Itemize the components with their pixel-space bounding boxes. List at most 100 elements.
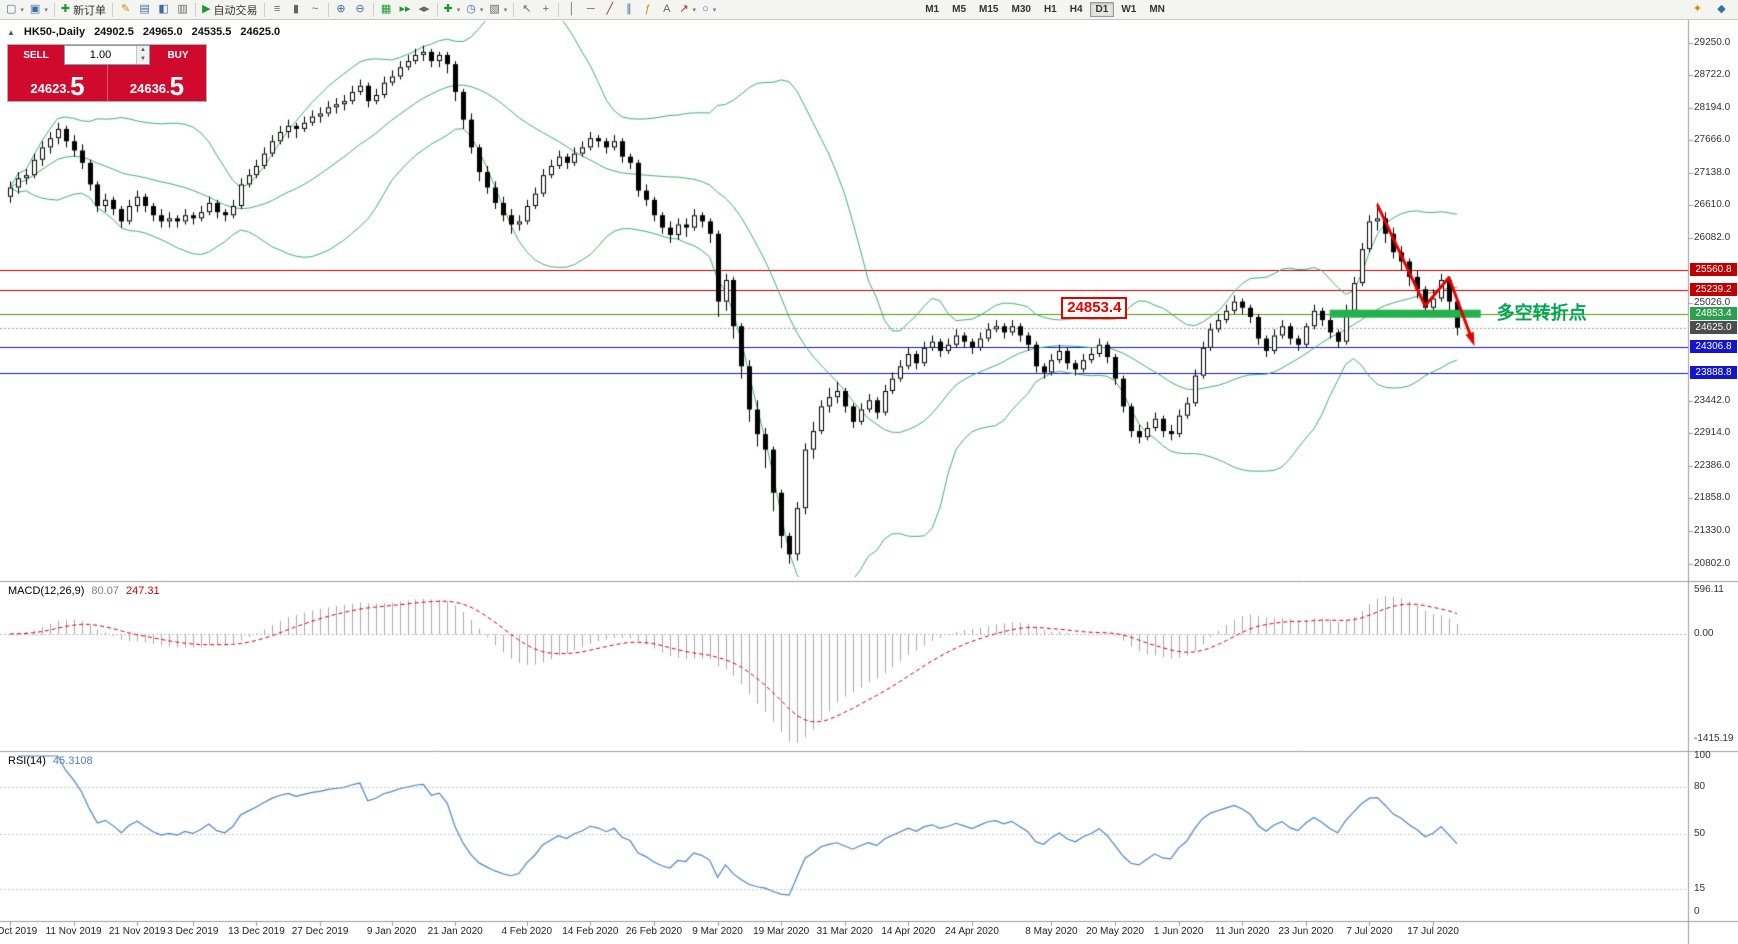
timeframe-button-D1[interactable]: D1 bbox=[1089, 2, 1115, 17]
volume-field[interactable]: 1.00 ▲ ▼ bbox=[64, 45, 150, 65]
price-axis-tick: 21330.0 bbox=[1694, 524, 1731, 536]
help-button[interactable]: ◆ bbox=[1712, 1, 1731, 18]
market-watch-button[interactable]: ▤ bbox=[135, 1, 154, 18]
templates-icon: ▧ bbox=[489, 3, 500, 15]
time-axis-label: 20 May 2020 bbox=[1086, 926, 1144, 937]
profiles-icon: ▣ bbox=[29, 3, 41, 15]
help-icon: ◆ bbox=[1717, 3, 1726, 15]
toolbar-separator bbox=[263, 2, 265, 17]
price-axis-tick: 25026.0 bbox=[1694, 297, 1731, 309]
new-chart-icon: ▢ bbox=[6, 3, 17, 15]
buy-button[interactable]: BUY bbox=[150, 45, 206, 65]
cursor-icon: ↖ bbox=[522, 3, 532, 15]
horizontal-line-button[interactable]: ─ bbox=[581, 1, 600, 18]
buy-price-button[interactable]: 24636. 5 bbox=[107, 65, 206, 101]
crosshair-button[interactable]: + bbox=[536, 1, 555, 18]
bar-chart-button[interactable]: ≡ bbox=[268, 1, 287, 18]
time-axis-label: 14 Apr 2020 bbox=[881, 926, 936, 937]
time-axis-label: 8 May 2020 bbox=[1025, 926, 1078, 937]
horizontal-line-icon: ─ bbox=[586, 3, 595, 15]
price-axis-tick: 27666.0 bbox=[1694, 134, 1731, 146]
line-chart-icon: ~ bbox=[311, 3, 319, 15]
macd-axis-tick: -1415.19 bbox=[1694, 732, 1734, 744]
chart-shift-button[interactable]: ◂▸ bbox=[415, 1, 434, 18]
timeframe-button-H4[interactable]: H4 bbox=[1064, 2, 1089, 17]
crosshair-icon: + bbox=[542, 3, 550, 15]
tile-windows-icon: ▦ bbox=[380, 3, 392, 15]
volume-up-button[interactable]: ▲ bbox=[137, 46, 149, 55]
tile-windows-button[interactable]: ▦ bbox=[377, 1, 396, 18]
price-line-badge: 24625.0 bbox=[1690, 320, 1737, 334]
promo-button[interactable]: ✦ bbox=[1688, 1, 1707, 18]
volume-value[interactable]: 1.00 bbox=[89, 49, 112, 61]
candlestick-button[interactable]: ▮ bbox=[287, 1, 306, 18]
time-axis-label: 23 Jun 2020 bbox=[1278, 926, 1334, 937]
toolbar-separator bbox=[513, 2, 515, 17]
line-chart-button[interactable]: ~ bbox=[306, 1, 325, 18]
metaeditor-button[interactable]: ✎ bbox=[116, 1, 135, 18]
zoom-in-button[interactable]: ⊕ bbox=[332, 1, 351, 18]
macd-name: MACD(12,26,9) bbox=[8, 585, 85, 597]
rsi-indicator-label: RSI(14) 45.3108 bbox=[8, 755, 93, 767]
rsi-axis-tick: 0 bbox=[1694, 906, 1700, 917]
sell-price-button[interactable]: 24623. 5 bbox=[8, 65, 107, 101]
price-axis-tick: 29250.0 bbox=[1694, 36, 1731, 48]
fibonacci-button[interactable]: ƒ bbox=[638, 1, 657, 18]
text-tool-button[interactable]: A bbox=[657, 1, 676, 18]
indicators-button[interactable]: ✚ ▾ bbox=[441, 1, 464, 18]
navigator-icon: ◧ bbox=[158, 3, 169, 15]
time-axis-label: 24 Apr 2020 bbox=[944, 926, 999, 937]
arrows-tool-button[interactable]: ↗ ▾ bbox=[676, 1, 699, 18]
timeframe-button-M30[interactable]: M30 bbox=[1005, 2, 1036, 17]
timeframe-button-MN[interactable]: MN bbox=[1143, 2, 1171, 17]
macd-axis-tick: 0.00 bbox=[1694, 627, 1714, 639]
price-scale[interactable]: 29250.0 28722.0 28194.0 27666.0 27138.0 26610… bbox=[1689, 20, 1738, 944]
channel-icon: ∥ bbox=[626, 3, 632, 15]
templates-button[interactable]: ▧ ▾ bbox=[486, 1, 510, 18]
shapes-tool-button[interactable]: ○ ▾ bbox=[699, 1, 719, 18]
terminal-button[interactable]: ▥ bbox=[173, 1, 192, 18]
time-axis-label: 7 Jul 2020 bbox=[1346, 926, 1393, 937]
volume-down-button[interactable]: ▼ bbox=[137, 55, 149, 64]
toolbar-separator bbox=[436, 2, 438, 17]
auto-scroll-button[interactable]: ▸▸ bbox=[396, 1, 415, 18]
arrows-tool-icon: ↗ bbox=[679, 3, 689, 15]
profiles-button[interactable]: ▣ ▾ bbox=[27, 1, 51, 18]
timeframe-button-H1[interactable]: H1 bbox=[1038, 2, 1063, 17]
navigator-button[interactable]: ◧ bbox=[154, 1, 173, 18]
sell-button[interactable]: SELL bbox=[8, 45, 64, 65]
price-line-badge: 23888.8 bbox=[1690, 366, 1737, 380]
metaeditor-icon: ✎ bbox=[120, 3, 131, 15]
chevron-down-icon: ▾ bbox=[479, 6, 484, 14]
periods-icon: ◷ bbox=[466, 3, 476, 15]
new-order-button[interactable]: ✚ 新订单 bbox=[58, 1, 109, 18]
timeframe-button-W1[interactable]: W1 bbox=[1115, 2, 1142, 17]
timeframe-button-M5[interactable]: M5 bbox=[946, 2, 972, 17]
zoom-out-button[interactable]: ⊖ bbox=[351, 1, 370, 18]
time-axis-label: 1 Jun 2020 bbox=[1153, 926, 1204, 937]
indicators-icon: ✚ bbox=[443, 3, 453, 15]
timeframe-button-M15[interactable]: M15 bbox=[973, 2, 1004, 17]
autotrading-play-icon: ▶ bbox=[202, 3, 211, 15]
one-click-trading-toggle[interactable]: ▲ bbox=[7, 27, 15, 37]
autotrading-button[interactable]: ▶ 自动交易 bbox=[199, 1, 260, 18]
vertical-line-button[interactable]: │ bbox=[562, 1, 581, 18]
zoom-out-icon: ⊖ bbox=[355, 3, 365, 15]
one-click-trading-panel: SELL 1.00 ▲ ▼ BUY 24623. 5 24636. 5 bbox=[7, 44, 207, 102]
time-axis-label: 11 Jun 2020 bbox=[1215, 926, 1270, 937]
rsi-value: 45.3108 bbox=[52, 755, 93, 767]
cursor-button[interactable]: ↖ bbox=[517, 1, 536, 18]
channel-button[interactable]: ∥ bbox=[619, 1, 638, 18]
toolbar-separator bbox=[195, 2, 197, 17]
promo-icon: ✦ bbox=[1692, 3, 1703, 15]
timeframe-button-M1[interactable]: M1 bbox=[919, 2, 945, 17]
candlestick-icon: ▮ bbox=[293, 3, 300, 15]
terminal-icon: ▥ bbox=[177, 3, 188, 15]
shapes-tool-icon: ○ bbox=[702, 3, 709, 15]
trendline-button[interactable]: ╱ bbox=[600, 1, 619, 18]
periods-button[interactable]: ◷ ▾ bbox=[463, 1, 486, 18]
ohlc-open: 24902.5 bbox=[94, 26, 134, 38]
new-chart-button[interactable]: ▢ ▾ bbox=[3, 1, 27, 18]
